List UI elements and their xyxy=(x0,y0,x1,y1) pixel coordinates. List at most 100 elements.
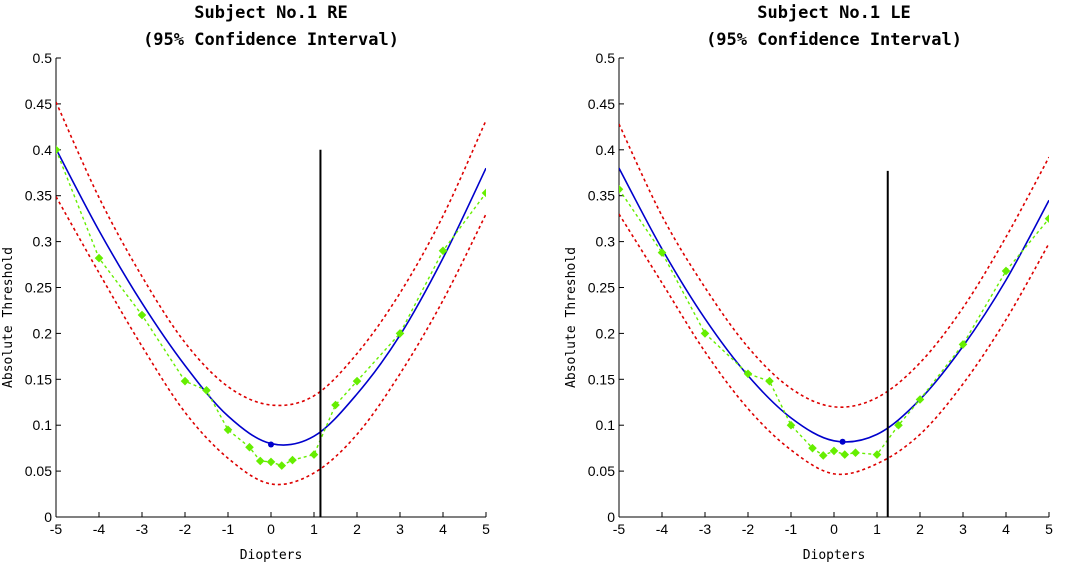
data-point xyxy=(245,442,254,452)
data-point xyxy=(872,450,882,459)
data-point xyxy=(743,369,753,379)
y-tick-label: 0.2 xyxy=(33,325,53,341)
data-point xyxy=(1001,266,1011,276)
data-point xyxy=(786,420,796,430)
y-axis-label: Absolute Threshold xyxy=(564,247,579,388)
ci-lower-line xyxy=(56,196,486,486)
data-point xyxy=(56,145,61,155)
chart-panel-1: Subject No.1 RE (95% Confidence Interval)… xyxy=(1,3,490,563)
data-point xyxy=(223,425,233,435)
x-tick-label: 0 xyxy=(830,521,838,537)
x-tick-label: -5 xyxy=(50,521,63,537)
y-tick-label: 0.5 xyxy=(33,50,53,66)
y-tick-label: 0.1 xyxy=(33,417,53,433)
x-tick-label: 4 xyxy=(1002,521,1010,537)
plot-area xyxy=(619,123,1049,476)
data-point xyxy=(352,376,362,386)
data-series-line xyxy=(619,188,1049,457)
chart-subtitle: (95% Confidence Interval) xyxy=(143,30,399,50)
minimum-point xyxy=(839,438,846,445)
data-point xyxy=(438,246,448,256)
ci-upper-line xyxy=(619,123,1049,408)
data-point xyxy=(808,443,817,453)
x-tick-label: -4 xyxy=(656,521,669,537)
data-point xyxy=(765,376,774,386)
x-axis-label: Diopters xyxy=(803,548,866,563)
y-tick-label: 0.05 xyxy=(588,463,615,479)
data-point xyxy=(94,253,104,263)
y-tick-label: 0.35 xyxy=(588,188,615,204)
y-tick-label: 0 xyxy=(607,509,615,525)
y-tick-label: 0.45 xyxy=(588,96,615,112)
x-tick-label: 2 xyxy=(353,521,361,537)
x-axis-label: Diopters xyxy=(240,548,303,563)
y-tick-label: 0.15 xyxy=(588,371,615,387)
y-tick-label: 0.1 xyxy=(596,417,616,433)
x-tick-label: -1 xyxy=(222,521,235,537)
y-tick-label: 0 xyxy=(44,509,52,525)
y-tick-label: 0.2 xyxy=(596,325,616,341)
y-tick-label: 0.3 xyxy=(33,234,53,250)
data-point xyxy=(137,310,147,320)
data-point xyxy=(288,455,297,465)
x-tick-label: 0 xyxy=(267,521,275,537)
x-tick-label: 5 xyxy=(1045,521,1053,537)
x-tick-label: -5 xyxy=(613,521,626,537)
y-tick-label: 0.4 xyxy=(596,142,616,158)
ci-lower-line xyxy=(619,213,1049,476)
chart-title: Subject No.1 RE xyxy=(194,3,348,23)
x-tick-label: 5 xyxy=(482,521,490,537)
y-tick-label: 0.45 xyxy=(25,96,52,112)
chart-subtitle: (95% Confidence Interval) xyxy=(706,30,962,50)
data-point xyxy=(331,400,340,410)
x-tick-label: -1 xyxy=(785,521,798,537)
data-point xyxy=(915,395,925,404)
data-point xyxy=(851,448,860,458)
data-point xyxy=(657,248,667,257)
y-axis-label: Absolute Threshold xyxy=(1,247,16,388)
x-tick-label: -3 xyxy=(136,521,149,537)
x-tick-label: -3 xyxy=(699,521,712,537)
data-point xyxy=(309,450,319,459)
x-tick-label: 1 xyxy=(873,521,881,537)
x-tick-label: 4 xyxy=(439,521,447,537)
fit-curve-line xyxy=(619,167,1049,443)
data-point xyxy=(1044,214,1049,223)
data-point xyxy=(395,329,405,338)
x-tick-label: 2 xyxy=(916,521,924,537)
chart-panel-2: Subject No.1 LE (95% Confidence Interval)… xyxy=(564,3,1053,563)
data-point xyxy=(180,376,190,386)
y-tick-label: 0.05 xyxy=(25,463,52,479)
x-tick-label: 1 xyxy=(310,521,318,537)
x-tick-label: 3 xyxy=(396,521,404,537)
data-series-line xyxy=(56,149,486,467)
chart-title: Subject No.1 LE xyxy=(757,3,911,23)
y-tick-label: 0.3 xyxy=(596,234,616,250)
y-tick-label: 0.15 xyxy=(25,371,52,387)
y-tick-label: 0.35 xyxy=(25,188,52,204)
minimum-point xyxy=(268,441,274,448)
data-point xyxy=(619,184,624,194)
data-point xyxy=(840,450,850,459)
data-point xyxy=(829,446,839,456)
y-tick-label: 0.5 xyxy=(596,50,616,66)
data-point xyxy=(700,329,710,338)
data-point xyxy=(818,451,828,460)
x-tick-label: -4 xyxy=(93,521,106,537)
plot-area xyxy=(56,101,486,486)
data-point xyxy=(481,188,486,198)
data-point xyxy=(277,461,287,470)
x-tick-label: 3 xyxy=(959,521,967,537)
data-point xyxy=(266,457,276,467)
x-tick-label: -2 xyxy=(179,521,192,537)
y-tick-label: 0.4 xyxy=(33,142,53,158)
fit-curve-line xyxy=(56,148,486,446)
data-point xyxy=(958,340,968,349)
y-tick-label: 0.25 xyxy=(25,280,52,296)
y-tick-label: 0.25 xyxy=(588,280,615,296)
ci-upper-line xyxy=(56,101,486,407)
data-point xyxy=(202,386,211,395)
data-point xyxy=(894,420,903,430)
x-tick-label: -2 xyxy=(742,521,755,537)
